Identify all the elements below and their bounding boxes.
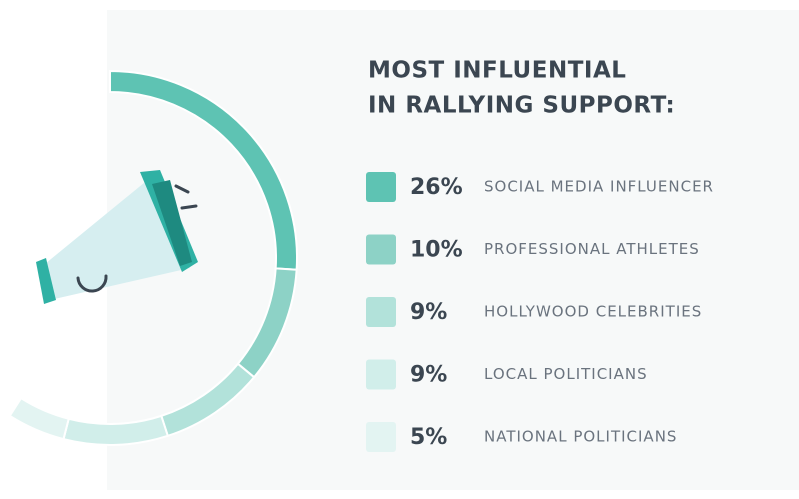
legend-swatch [366, 359, 396, 390]
legend-swatch [366, 422, 396, 452]
value-label: 9% [410, 363, 447, 388]
legend-swatch [366, 234, 396, 265]
legend-label: NATIONAL POLITICIANS [484, 428, 677, 446]
value-label: 9% [410, 300, 447, 325]
legend-swatch [366, 297, 396, 327]
legend-label: PROFESSIONAL ATHLETES [484, 240, 700, 258]
legend-label: HOLLYWOOD CELEBRITIES [484, 303, 702, 321]
donut-segment [8, 396, 70, 441]
legend-label: SOCIAL MEDIA INFLUENCER [484, 178, 714, 196]
chart-title: MOST INFLUENTIAL [368, 58, 626, 84]
megaphone [36, 170, 198, 304]
value-label: 5% [410, 425, 447, 450]
legend-label: LOCAL POLITICIANS [484, 365, 648, 383]
value-label: 10% [410, 238, 463, 263]
chart-title: IN RALLYING SUPPORT: [368, 93, 675, 119]
value-label: 26% [410, 175, 463, 200]
panel [107, 10, 799, 490]
legend-swatch [366, 172, 396, 202]
